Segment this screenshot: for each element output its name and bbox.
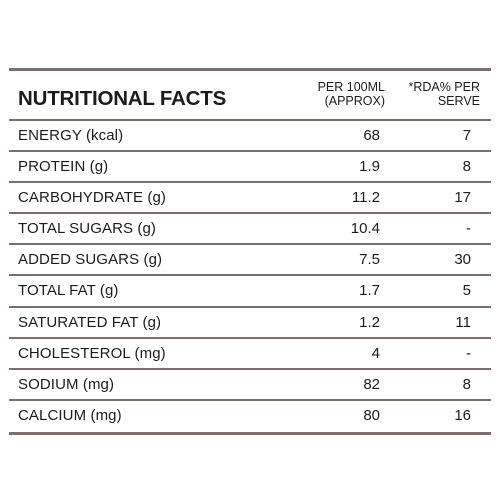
row-per-value: 7.5: [359, 251, 380, 269]
column-header-rda-line2: SERVE: [437, 94, 480, 108]
row-label: TOTAL FAT (g): [18, 282, 119, 300]
row-per-value: 4: [371, 344, 380, 362]
row-label: TOTAL SUGARS (g): [18, 220, 157, 238]
row-per-value: 80: [363, 406, 380, 424]
row-per-value: 1.7: [359, 282, 380, 300]
row-label: ADDED SUGARS (g): [18, 251, 163, 269]
row-per-value: 82: [363, 375, 380, 393]
row-rda-value: -: [466, 220, 471, 238]
table-row: TOTAL SUGARS (g) 10.4 -: [9, 212, 491, 243]
row-label: SATURATED FAT (g): [18, 313, 162, 331]
table-row: CHOLESTEROL (mg) 4 -: [9, 336, 491, 368]
row-rda-value: 16: [454, 406, 471, 424]
row-per-value: 10.4: [350, 220, 380, 238]
row-label: ENERGY (kcal): [18, 127, 124, 144]
column-header-per-100ml: PER 100ML (APPROX): [318, 80, 385, 108]
row-rda-value: 30: [454, 251, 471, 269]
table-row: CARBOHYDRATE (g) 11.2 17: [9, 181, 491, 212]
row-rda-value: 11: [455, 313, 471, 331]
nutrition-table-body: ENERGY (kcal) 68 7 PROTEIN (g) 1.9 8 CAR…: [9, 119, 491, 430]
row-label: CALCIUM (mg): [18, 406, 122, 424]
row-per-value: 11.2: [351, 189, 380, 207]
row-rda-value: 5: [462, 282, 471, 300]
row-rda-value: 7: [462, 127, 471, 144]
table-row: SODIUM (mg) 82 8: [9, 367, 491, 399]
table-row: ADDED SUGARS (g) 7.5 30: [9, 243, 491, 274]
column-header-rda: *RDA% PER SERVE: [408, 80, 480, 108]
row-rda-value: 8: [462, 375, 471, 393]
bottom-rule: [9, 432, 491, 435]
row-label: SODIUM (mg): [18, 375, 115, 393]
table-row: SATURATED FAT (g) 1.2 11: [9, 305, 491, 337]
column-header-per-line1: PER 100ML: [317, 80, 385, 94]
table-row: PROTEIN (g) 1.9 8: [9, 150, 491, 181]
row-per-value: 68: [363, 127, 380, 144]
row-per-value: 1.2: [359, 313, 380, 331]
row-rda-value: 17: [454, 189, 471, 207]
table-title: NUTRITIONAL FACTS: [18, 87, 227, 110]
row-rda-value: -: [466, 344, 471, 362]
column-header-rda-line1: *RDA% PER: [408, 80, 480, 94]
table-row: TOTAL FAT (g) 1.7 5: [9, 274, 491, 305]
row-label: CARBOHYDRATE (g): [18, 189, 167, 207]
row-per-value: 1.9: [359, 158, 380, 176]
table-header: NUTRITIONAL FACTS PER 100ML (APPROX) *RD…: [9, 73, 491, 119]
top-rule: [9, 68, 491, 71]
table-row: CALCIUM (mg) 80 16: [9, 398, 491, 430]
row-label: PROTEIN (g): [18, 158, 109, 176]
row-label: CHOLESTEROL (mg): [18, 344, 166, 362]
table-row: ENERGY (kcal) 68 7: [9, 119, 491, 150]
row-rda-value: 8: [462, 158, 471, 176]
column-header-per-line2: (APPROX): [324, 94, 385, 108]
